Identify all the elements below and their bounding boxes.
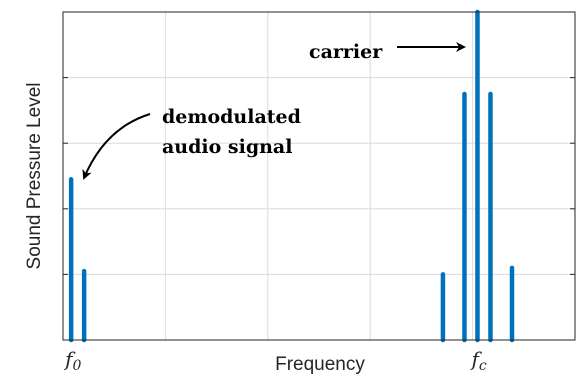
- x-tick-label: f0: [63, 347, 81, 374]
- carrier-annotation: carrier: [309, 41, 383, 63]
- axes-box: [62, 11, 576, 341]
- audio-arrow: [82, 113, 151, 180]
- x-tick-label-sub: 0: [73, 358, 82, 374]
- y-axis-label: Sound Pressure Level: [24, 83, 45, 270]
- audio-annotation-line1: demodulated: [162, 106, 301, 128]
- y-ticks: [63, 77, 575, 275]
- x-tick-label: fc: [469, 347, 486, 374]
- x-axis-label: Frequency: [275, 354, 365, 375]
- grid: [63, 12, 575, 340]
- x-tick-label-sub: c: [479, 358, 487, 374]
- bars: [68, 9, 515, 343]
- audio-annotation-line2: audio signal: [162, 136, 292, 158]
